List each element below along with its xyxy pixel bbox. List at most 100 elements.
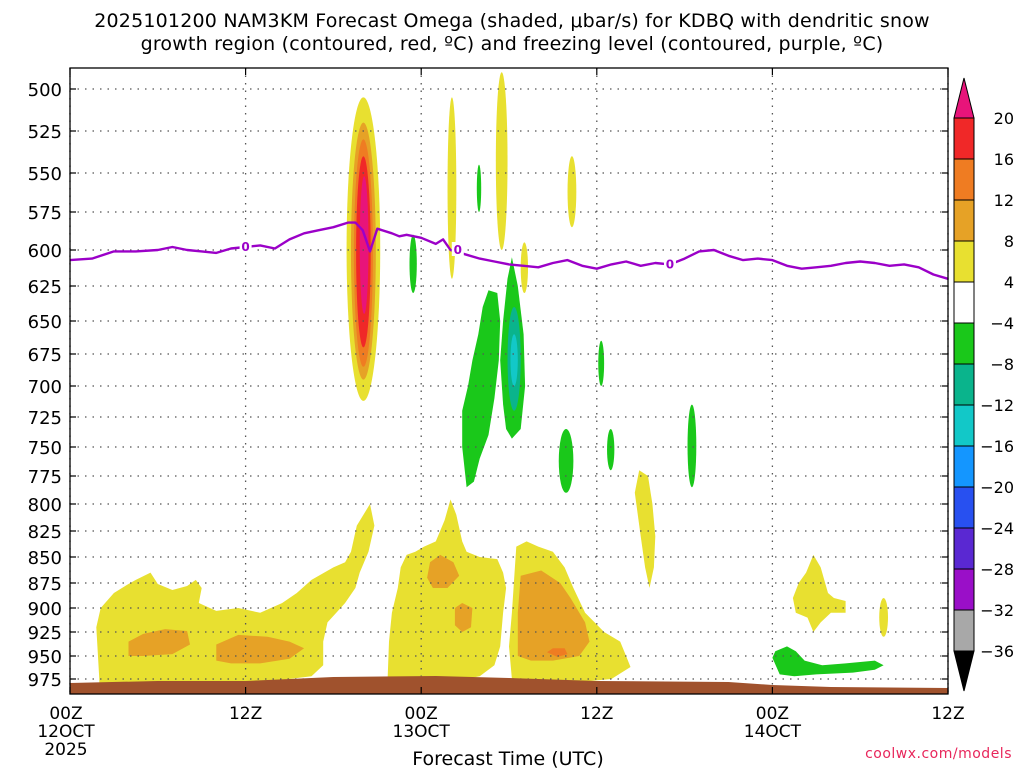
colorbar-bottom-arrow [953, 650, 975, 692]
omega-negative-streak-6 [687, 404, 697, 488]
colorbar-bin [953, 404, 975, 447]
omega-negative-east [772, 646, 884, 677]
colorbar: 20 16 12 8 4 −4 −8 −12 −16 −20 −24 −28 −32 −36 [953, 77, 1014, 692]
freezing-level-label: 0 [454, 243, 462, 257]
colorbar-bin [953, 240, 975, 283]
freezing-level-label: 0 [241, 240, 249, 254]
freezing-level-label: 0 [666, 257, 674, 271]
x-tick-label: 12OCT [37, 722, 95, 742]
y-tick-label: 725 [28, 408, 62, 429]
omega-lowlevel-mid-core [427, 554, 460, 588]
omega-negative-streak-3 [558, 429, 574, 493]
y-tick-label: 900 [28, 599, 62, 620]
omega-lowlevel-mid [387, 499, 507, 684]
colorbar-bin [953, 609, 975, 652]
x-tick-label: 00Z [49, 704, 82, 724]
colorbar-label: 8 [1004, 232, 1014, 251]
colorbar-label: 4 [1004, 273, 1014, 292]
omega-negative-core2-inner2 [510, 334, 518, 386]
y-tick-label: 750 [28, 438, 62, 459]
omega-negative-streak-2 [476, 164, 482, 212]
omega-upper-streak-4 [520, 242, 529, 293]
colorbar-label: 20 [994, 109, 1014, 128]
omega-lowlevel-left-core3 [146, 633, 179, 649]
omega-lowlevel-east-1 [792, 554, 846, 632]
omega-negative-core [462, 290, 501, 488]
terrain-band [70, 676, 948, 694]
y-tick-label: 875 [28, 574, 62, 595]
y-tick-label: 700 [28, 377, 62, 398]
omega-lowlevel-left-core2 [216, 634, 305, 664]
colorbar-bin [953, 281, 975, 324]
plot-border [69, 67, 949, 695]
omega-max-core [359, 176, 369, 314]
colorbar-label: −28 [980, 560, 1014, 579]
colorbar-top-arrow [953, 77, 975, 119]
colorbar-label: −20 [980, 478, 1014, 497]
colorbar-label: −36 [980, 642, 1014, 661]
omega-lowlevel-mid-core2 [454, 603, 473, 632]
y-tick-label: 775 [28, 467, 62, 488]
omega-shading [96, 72, 889, 684]
colorbar-label: −32 [980, 601, 1014, 620]
y-tick-label: 525 [28, 122, 62, 143]
x-tick-label: 13OCT [393, 722, 451, 742]
x-tick-label: 12Z [580, 704, 613, 724]
y-tick-label: 500 [28, 80, 62, 101]
colorbar-label: −16 [980, 437, 1014, 456]
freezing-level-line: 0 0 0 [69, 221, 949, 280]
colorbar-label: −8 [990, 355, 1014, 374]
y-tick-label: 975 [28, 670, 62, 691]
y-tick-label: 600 [28, 241, 62, 262]
colorbar-bin [953, 568, 975, 611]
x-tick-label: 12Z [931, 704, 964, 724]
colorbar-bin [953, 117, 975, 160]
colorbar-bin [953, 322, 975, 365]
chart-title-line2: growth region (contoured, red, ºC) and f… [140, 33, 884, 55]
y-tick-label: 550 [28, 164, 62, 185]
colorbar-bin [953, 363, 975, 406]
colorbar-label: 12 [994, 191, 1014, 210]
colorbar-label: 16 [994, 150, 1014, 169]
omega-upper-streak-3 [567, 156, 577, 228]
terrain-fill [70, 676, 948, 694]
x-axis-label: Forecast Time (UTC) [412, 748, 603, 768]
freezing-label-bg [451, 242, 464, 256]
omega-upper-streak-1 [447, 97, 457, 279]
omega-negative-streak-5 [607, 429, 615, 471]
colorbar-bin [953, 158, 975, 201]
y-tick-label: 650 [28, 312, 62, 333]
freezing-level-path [69, 221, 949, 280]
credit-link[interactable]: coolwx.com/models [865, 746, 1012, 762]
chart-title-line1: 2025101200 NAM3KM Forecast Omega (shaded… [94, 10, 930, 32]
y-tick-label: 625 [28, 277, 62, 298]
colorbar-bin [953, 445, 975, 488]
y-tick-label: 950 [28, 647, 62, 668]
freezing-label-bg [239, 238, 252, 253]
x-tick-label: 2025 [44, 740, 87, 760]
x-tick-label: 00Z [756, 704, 789, 724]
x-tick-label: 12Z [229, 704, 262, 724]
colorbar-label: −12 [980, 396, 1014, 415]
y-tick-label: 825 [28, 522, 62, 543]
colorbar-label: −4 [990, 314, 1014, 333]
omega-lowlevel-right-core [517, 570, 590, 661]
omega-midlevel-streak [634, 470, 656, 588]
freezing-label-bg [663, 256, 676, 271]
x-tick-label: 14OCT [744, 722, 802, 742]
y-tick-label: 575 [28, 203, 62, 224]
colorbar-bin [953, 486, 975, 529]
y-tick-label: 925 [28, 623, 62, 644]
y-axis-ticks: 500 525 550 575 600 625 650 675 700 725 750 775 800 8… [28, 80, 948, 691]
colorbar-bin [953, 527, 975, 570]
y-tick-label: 675 [28, 345, 62, 366]
omega-negative-streak-4 [598, 340, 605, 386]
omega-negative-streak-1 [409, 234, 417, 293]
colorbar-bin [953, 199, 975, 242]
omega-lowlevel-east-2 [879, 598, 889, 637]
y-tick-label: 800 [28, 495, 62, 516]
colorbar-label: −24 [980, 519, 1014, 538]
x-tick-label: 00Z [405, 704, 438, 724]
